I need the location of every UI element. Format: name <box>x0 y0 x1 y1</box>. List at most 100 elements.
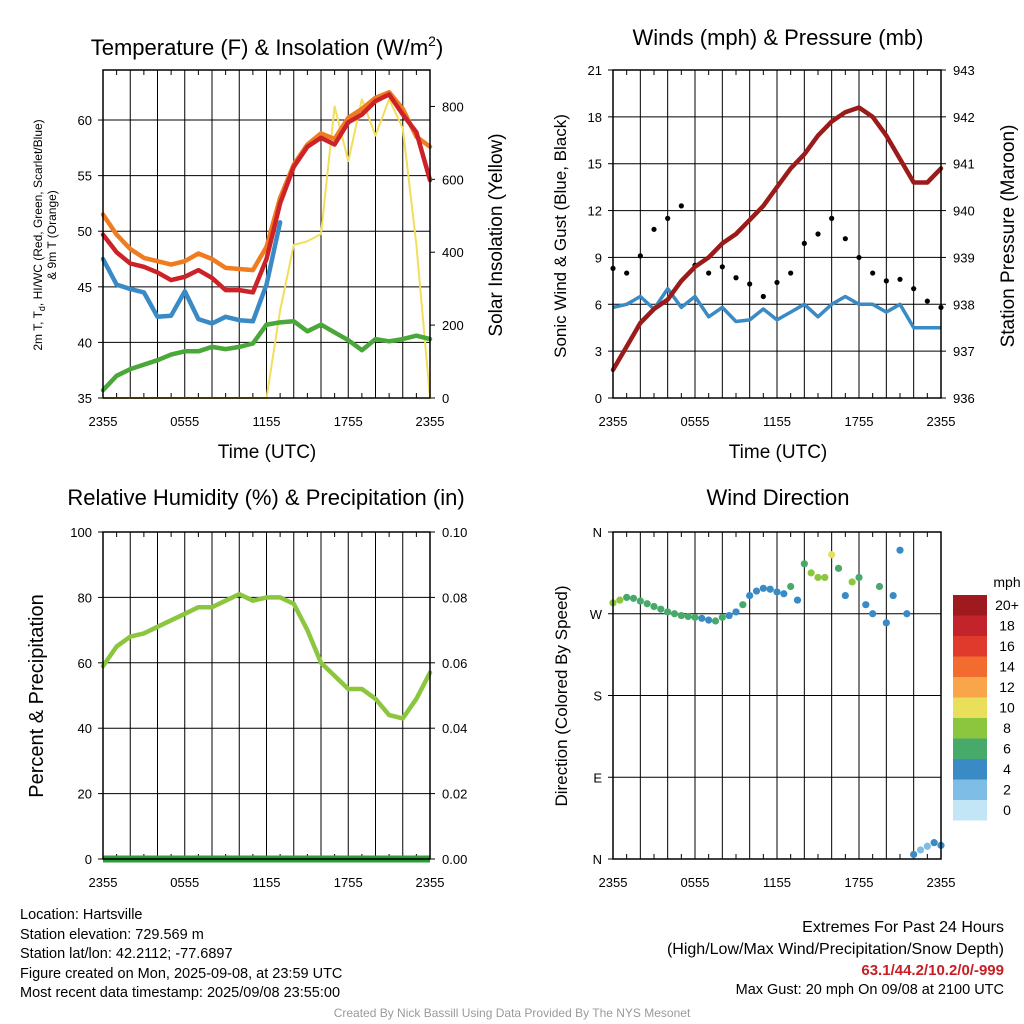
winds-xtick-label: 1755 <box>845 414 874 429</box>
temperature-ylabel: 2m T, Td, HI/WC (Red, Green, Scarlet/Blu… <box>31 119 47 350</box>
winds-gust-point <box>870 270 876 276</box>
humidity-xtick-label: 1755 <box>334 875 363 890</box>
location-text: Location: Hartsville <box>20 907 143 923</box>
direction-point <box>787 582 795 591</box>
winds-plot: 2355 0555 1155 1755 2355 0 3 6 9 12 15 18 21 936 937 93… <box>588 63 975 429</box>
extremes-info: Extremes For Past 24 Hours (High/Low/Max… <box>667 917 1004 1000</box>
speed-legend-label: 20+ <box>995 597 1019 613</box>
temperature-y2label: Solar Insolation (Yellow) <box>486 133 507 336</box>
latlon-text: Station lat/lon: 42.2112; -77.6897 <box>20 946 233 962</box>
direction-xtick-label: 1155 <box>763 875 791 890</box>
humidity-y2tick-label: 0.06 <box>442 656 467 671</box>
winds-ytick-label: 3 <box>595 344 602 359</box>
speed-legend-swatch <box>953 718 987 739</box>
speed-legend-swatch <box>953 615 987 636</box>
direction-point <box>616 596 624 604</box>
winds-gust-point <box>651 226 657 232</box>
winds-ytick-label: 15 <box>588 157 602 172</box>
max-gust-text: Max Gust: 20 mph On 09/08 at 2100 UTC <box>735 981 1004 998</box>
direction-point <box>869 610 877 618</box>
direction-ytick-label: N <box>593 525 602 540</box>
direction-point <box>752 587 761 595</box>
direction-point <box>677 611 685 620</box>
winds-chart-title: Winds (mph) & Pressure (mb) <box>633 25 924 50</box>
direction-point <box>821 573 829 582</box>
temperature-ytick-label: 50 <box>78 224 92 239</box>
winds-gust-point <box>924 298 930 304</box>
direction-point <box>711 617 720 625</box>
temperature-y2tick-label: 600 <box>442 172 464 187</box>
direction-point <box>814 573 822 582</box>
winds-y2tick-label: 943 <box>953 63 975 78</box>
speed-legend-label: 6 <box>1003 741 1011 757</box>
winds-gust-point <box>637 253 643 259</box>
direction-point <box>643 600 651 608</box>
temperature-series-line <box>100 319 433 393</box>
direction-point <box>896 546 904 554</box>
direction-point <box>732 608 740 616</box>
direction-point <box>923 842 931 850</box>
winds-y2tick-label: 939 <box>953 250 975 265</box>
direction-point <box>636 597 644 605</box>
winds-ytick-label: 0 <box>595 391 602 406</box>
direction-point <box>828 551 836 559</box>
speed-legend-label: 2 <box>1003 782 1011 798</box>
speed-legend-label: 16 <box>999 638 1015 654</box>
winds-y2tick-label: 941 <box>953 157 975 172</box>
station-info: Location: Hartsville Station elevation: … <box>20 906 342 1004</box>
humidity-ytick-label: 100 <box>70 525 92 540</box>
direction-ytick-label: W <box>590 607 603 622</box>
direction-point <box>657 605 665 613</box>
direction-point <box>780 590 788 598</box>
direction-xtick-label: 2355 <box>927 875 956 890</box>
humidity-y2tick-label: 0.02 <box>442 787 467 802</box>
winds-y2tick-label: 942 <box>953 110 975 125</box>
winds-xlabel: Time (UTC) <box>729 442 828 463</box>
humidity-ytick-label: 20 <box>78 787 92 802</box>
winds-xtick-label: 2355 <box>927 414 956 429</box>
direction-point <box>773 588 781 596</box>
temperature-ytick-label: 45 <box>78 280 92 295</box>
temperature-chart-title: Temperature (F) & Insolation (W/m2) <box>91 33 444 60</box>
winds-gust-point <box>801 240 807 246</box>
direction-xtick-label: 1755 <box>845 875 874 890</box>
speed-legend-swatch <box>953 636 987 657</box>
temperature-ylabel-line2: & 9m T (Orange) <box>45 190 59 280</box>
winds-ytick-label: 12 <box>588 204 602 219</box>
temperature-plot: 2355 0555 1155 1755 235535404550556002004006… <box>78 69 464 429</box>
winds-xtick-label: 0555 <box>681 414 710 429</box>
direction-chart-title: Wind Direction <box>706 485 849 510</box>
direction-point <box>705 616 713 624</box>
direction-point <box>889 591 897 600</box>
humidity-y2tick-label: 0.04 <box>442 721 467 736</box>
speed-legend-swatch <box>953 779 987 800</box>
direction-point <box>800 560 808 568</box>
temperature-ytick-label: 35 <box>78 391 92 406</box>
speed-legend-label: 4 <box>1003 761 1011 777</box>
winds-gust-point <box>760 293 766 300</box>
humidity-xtick-label: 1155 <box>253 875 281 890</box>
direction-point <box>759 584 767 592</box>
humidity-rh-line <box>100 591 433 721</box>
direction-point <box>691 613 699 621</box>
direction-ytick-label: E <box>593 770 602 785</box>
extremes-title: Extremes For Past 24 Hours <box>802 919 1004 936</box>
winds-xtick-label: 1155 <box>763 414 791 429</box>
direction-point <box>807 569 815 577</box>
direction-point <box>739 601 747 609</box>
recent-data-text: Most recent data timestamp: 2025/09/08 2… <box>20 985 341 1001</box>
temperature-y2tick-label: 200 <box>442 318 464 333</box>
extremes-values: 63.1/44.2/10.2/0/-999 <box>861 962 1004 979</box>
temperature-plot-border <box>102 69 431 399</box>
direction-point <box>684 612 692 621</box>
winds-ytick-label: 21 <box>588 63 602 78</box>
winds-ytick-label: 6 <box>595 297 602 312</box>
direction-point <box>855 573 863 582</box>
winds-plot-border <box>612 69 942 399</box>
winds-gust-point <box>678 203 684 209</box>
temperature-xtick-label: 0555 <box>170 414 199 429</box>
direction-point <box>629 594 638 602</box>
humidity-xtick-label: 0555 <box>170 875 199 890</box>
humidity-y2tick-label: 0.08 <box>442 590 467 605</box>
